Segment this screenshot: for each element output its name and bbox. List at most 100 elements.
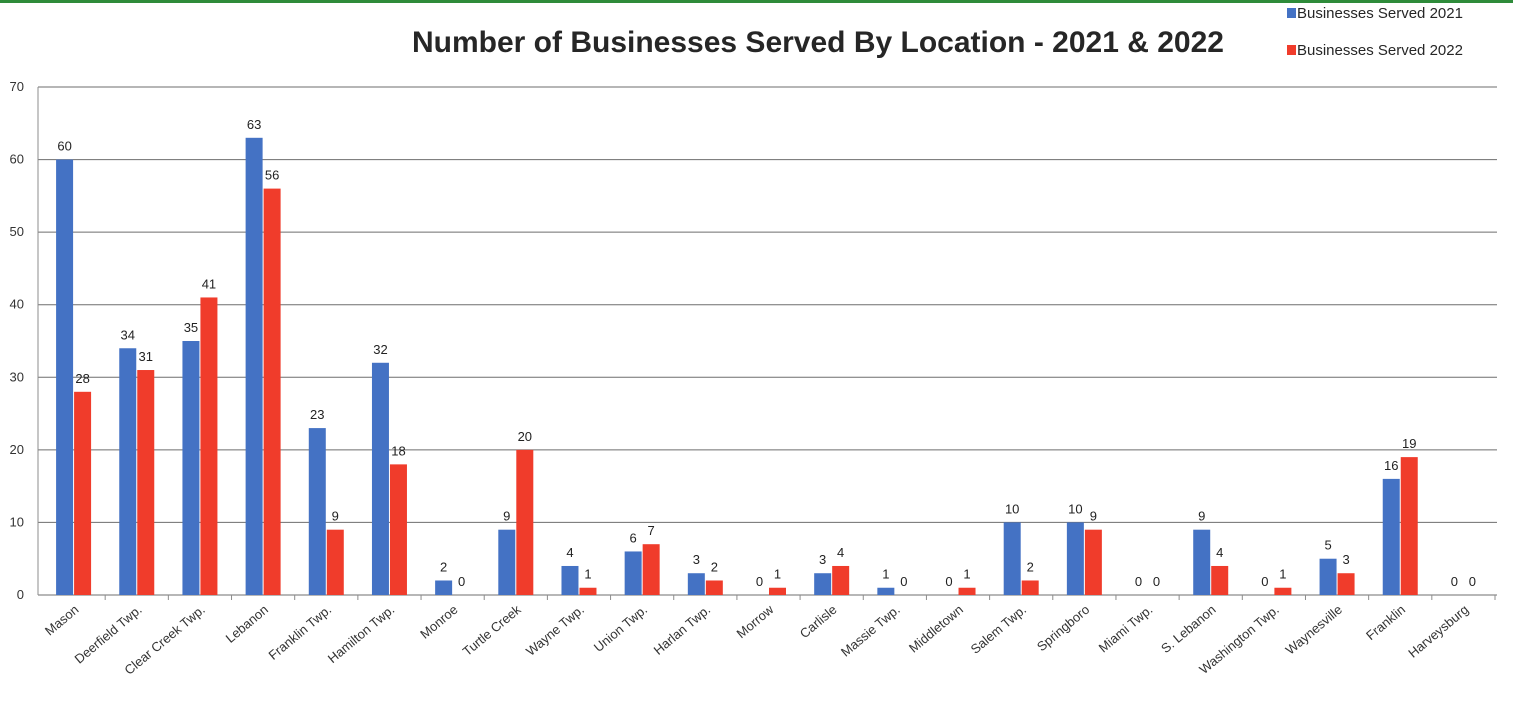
bar-2021 <box>498 529 516 595</box>
gridlines <box>38 86 1497 596</box>
data-label: 0 <box>458 574 465 589</box>
bar-2022 <box>832 565 850 595</box>
data-label: 0 <box>756 574 763 589</box>
y-tick-label: 30 <box>10 369 24 384</box>
data-label: 0 <box>1261 574 1268 589</box>
category-label: Morrow <box>734 601 777 641</box>
category-label: Franklin Twp. <box>266 602 335 663</box>
bar-2021 <box>561 565 579 595</box>
legend-label: Businesses Served 2021 <box>1297 5 1463 22</box>
data-label: 9 <box>332 509 339 524</box>
data-label: 0 <box>900 574 907 589</box>
y-tick-label: 0 <box>17 587 24 602</box>
bar-2022 <box>1400 457 1418 595</box>
bar-2022 <box>958 587 976 595</box>
bar-2021 <box>308 428 326 595</box>
bar-2021 <box>1193 529 1211 595</box>
bar-2022 <box>516 449 534 595</box>
data-label: 4 <box>566 545 573 560</box>
bar-2022 <box>579 587 597 595</box>
bar-2021 <box>1319 558 1337 595</box>
data-label: 2 <box>1027 559 1034 574</box>
bar-2022 <box>1274 587 1292 595</box>
legend-label: Businesses Served 2022 <box>1297 42 1463 59</box>
category-label: Wayne Twp. <box>523 602 587 659</box>
y-tick-label: 10 <box>10 514 24 529</box>
bar-2021 <box>877 587 895 595</box>
bar-2022 <box>200 297 218 595</box>
legend-swatch <box>1287 45 1296 55</box>
bar-2021 <box>119 348 137 595</box>
data-label: 1 <box>584 567 591 582</box>
bar-2022 <box>389 464 407 595</box>
data-label: 1 <box>774 567 781 582</box>
bar-2022 <box>1084 529 1102 595</box>
category-label: Franklin <box>1363 602 1408 643</box>
legend-swatch <box>1287 8 1296 18</box>
data-label: 23 <box>310 407 324 422</box>
category-label: Union Twp. <box>591 602 650 655</box>
bar-2022 <box>74 391 92 595</box>
data-label: 56 <box>265 168 279 183</box>
bar-2022 <box>326 529 344 595</box>
bar-2022 <box>263 188 281 595</box>
data-label: 35 <box>184 320 198 335</box>
category-label: Miami Twp. <box>1096 602 1156 656</box>
data-label: 9 <box>1090 509 1097 524</box>
bar-2022 <box>1021 580 1039 595</box>
bar-2022 <box>1337 573 1355 595</box>
y-tick-label: 70 <box>10 79 24 94</box>
bar-2021 <box>1003 522 1021 595</box>
data-label: 3 <box>693 552 700 567</box>
data-label: 32 <box>373 342 387 357</box>
category-label: Waynesville <box>1283 602 1345 658</box>
category-label: Monroe <box>417 602 460 642</box>
data-label: 10 <box>1005 501 1019 516</box>
bar-2022 <box>769 587 786 595</box>
top-border-rule <box>0 0 1513 3</box>
data-label: 2 <box>711 559 718 574</box>
category-label: S. Lebanon <box>1158 602 1219 656</box>
data-label: 0 <box>1469 574 1476 589</box>
category-label: Harveysburg <box>1405 602 1471 661</box>
data-label: 5 <box>1324 538 1331 553</box>
category-label: Massie Twp. <box>838 602 903 660</box>
data-label: 10 <box>1068 501 1082 516</box>
data-label: 41 <box>202 276 216 291</box>
bar-2021 <box>814 573 832 595</box>
category-label: Mason <box>42 602 82 639</box>
bar-2021 <box>1382 478 1400 595</box>
data-label: 0 <box>1153 574 1160 589</box>
data-label: 18 <box>391 443 405 458</box>
y-tick-label: 20 <box>10 442 24 457</box>
y-tick-label: 50 <box>10 224 24 239</box>
category-label: Middletown <box>906 602 966 656</box>
data-label: 34 <box>121 327 135 342</box>
bar-2021 <box>687 573 705 595</box>
bar-2022 <box>1211 565 1229 595</box>
y-tick-label: 60 <box>10 152 24 167</box>
data-label: 28 <box>75 371 89 386</box>
data-label: 20 <box>518 429 532 444</box>
data-label: 60 <box>57 139 71 154</box>
category-label: Hamilton Twp. <box>325 602 398 666</box>
bar-2021 <box>182 341 200 595</box>
data-label: 0 <box>945 574 952 589</box>
category-label: Salem Twp. <box>968 602 1029 657</box>
chart-title: Number of Businesses Served By Location … <box>412 26 1224 59</box>
data-label: 1 <box>963 567 970 582</box>
data-label: 1 <box>1279 567 1286 582</box>
data-label: 4 <box>837 545 844 560</box>
bar-2022 <box>705 580 723 595</box>
bar-2022 <box>137 370 155 595</box>
legend[interactable]: Businesses Served 2021 Businesses Served … <box>1287 5 1463 59</box>
data-label: 2 <box>440 559 447 574</box>
bar-2021 <box>624 551 642 595</box>
data-label: 9 <box>503 509 510 524</box>
data-label: 19 <box>1402 436 1416 451</box>
data-label: 3 <box>819 552 826 567</box>
data-label: 6 <box>630 530 637 545</box>
bar-2021 <box>56 159 74 596</box>
